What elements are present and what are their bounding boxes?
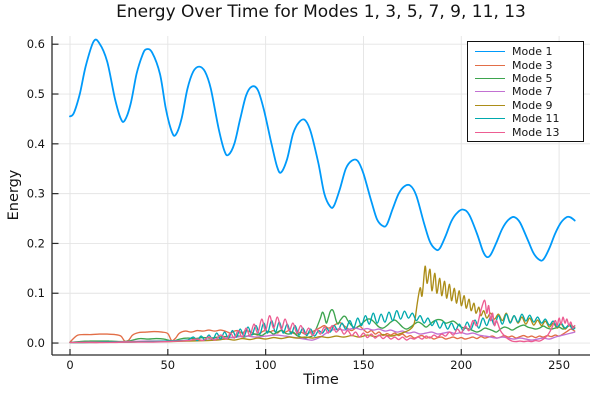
series-mode-11 (69, 310, 576, 344)
legend-label: Mode 5 (512, 71, 553, 85)
legend-line-sample (475, 91, 505, 93)
legend-label: Mode 3 (512, 58, 553, 72)
y-tick-label: 0.1 (27, 286, 45, 300)
x-tick-label: 100 (255, 358, 277, 372)
legend: Mode 1 Mode 3 Mode 5 Mode 7 Mode 9 Mode 11 Mod… (467, 41, 584, 142)
legend-line-sample (475, 64, 505, 66)
legend-line-sample (475, 118, 505, 120)
series-mode-9 (69, 265, 576, 344)
series-mode-13 (69, 299, 576, 344)
series-mode-1 (69, 38, 576, 262)
chart-title: Energy Over Time for Modes 1, 3, 5, 7, 9… (116, 2, 526, 22)
legend-label: Mode 13 (512, 125, 560, 139)
legend-label: Mode 11 (512, 112, 560, 126)
y-tick-label: 0.6 (27, 37, 45, 51)
legend-label: Mode 1 (512, 45, 553, 59)
y-tick-label: 0.0 (27, 336, 45, 350)
legend-line-sample (475, 51, 505, 53)
legend-entry: Mode 7 (475, 85, 581, 98)
legend-entry: Mode 3 (475, 58, 581, 72)
legend-entry: Mode 9 (475, 99, 581, 112)
y-tick-label: 0.5 (27, 87, 45, 101)
legend-entry: Mode 13 (475, 125, 581, 139)
x-tick-label: 150 (352, 358, 374, 372)
legend-entry: Mode 5 (475, 72, 581, 85)
legend-line-sample (475, 131, 505, 133)
x-tick-label: 50 (160, 358, 175, 372)
x-tick-label: 200 (450, 358, 472, 372)
x-tick-label: 0 (66, 358, 73, 372)
y-tick-label: 0.2 (27, 236, 45, 250)
y-tick-label: 0.3 (27, 187, 45, 201)
legend-line-sample (475, 104, 505, 106)
legend-label: Mode 7 (512, 85, 553, 99)
x-axis-label: Time (303, 372, 339, 388)
y-tick-label: 0.4 (27, 137, 45, 151)
legend-label: Mode 9 (512, 98, 553, 112)
legend-entry: Mode 11 (475, 112, 581, 125)
legend-entry: Mode 1 (475, 45, 581, 58)
x-tick-label: 250 (548, 358, 570, 372)
legend-line-sample (475, 77, 505, 79)
